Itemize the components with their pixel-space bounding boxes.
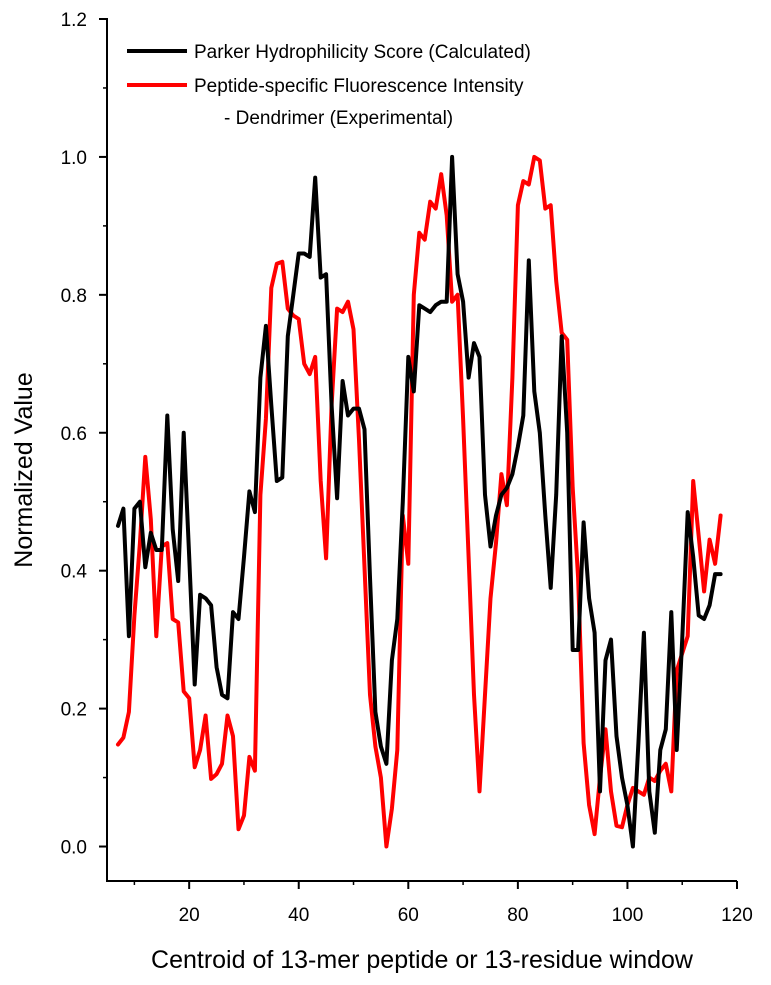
x-tick-label: 80 xyxy=(507,905,528,926)
x-axis-title: Centroid of 13-mer peptide or 13-residue… xyxy=(151,946,694,974)
x-ticks: 20 40 60 80 100 120 xyxy=(134,881,752,926)
series-line-fluorescence xyxy=(118,157,721,847)
x-tick-label: 60 xyxy=(398,905,419,926)
y-tick-label: 0.8 xyxy=(61,286,87,307)
y-tick-label: 1.0 xyxy=(61,148,87,169)
legend-label-fluorescence: Peptide-specific Fluorescence Intensity xyxy=(194,76,524,97)
y-tick-label: 0.4 xyxy=(61,562,88,583)
legend-label-parker: Parker Hydrophilicity Score (Calculated) xyxy=(194,42,531,63)
x-tick-label: 40 xyxy=(288,905,309,926)
x-tick-label: 120 xyxy=(721,905,753,926)
y-ticks: 0.0 0.2 0.4 0.6 0.8 1.0 1.2 xyxy=(61,10,107,859)
y-tick-label: 1.2 xyxy=(61,10,87,31)
line-chart: 0.0 0.2 0.4 0.6 0.8 1.0 1.2 20 40 60 80 100 120 Par… xyxy=(0,0,771,985)
x-tick-label: 100 xyxy=(612,905,644,926)
legend: Parker Hydrophilicity Score (Calculated)… xyxy=(127,42,531,129)
y-tick-label: 0.6 xyxy=(61,424,87,445)
y-tick-label: 0.0 xyxy=(61,838,87,859)
x-tick-label: 20 xyxy=(179,905,200,926)
y-axis-title: Normalized Value xyxy=(10,372,38,567)
series-layer xyxy=(118,157,721,847)
y-tick-label: 0.2 xyxy=(61,700,87,721)
legend-label-fluorescence-line2: - Dendrimer (Experimental) xyxy=(224,108,453,129)
